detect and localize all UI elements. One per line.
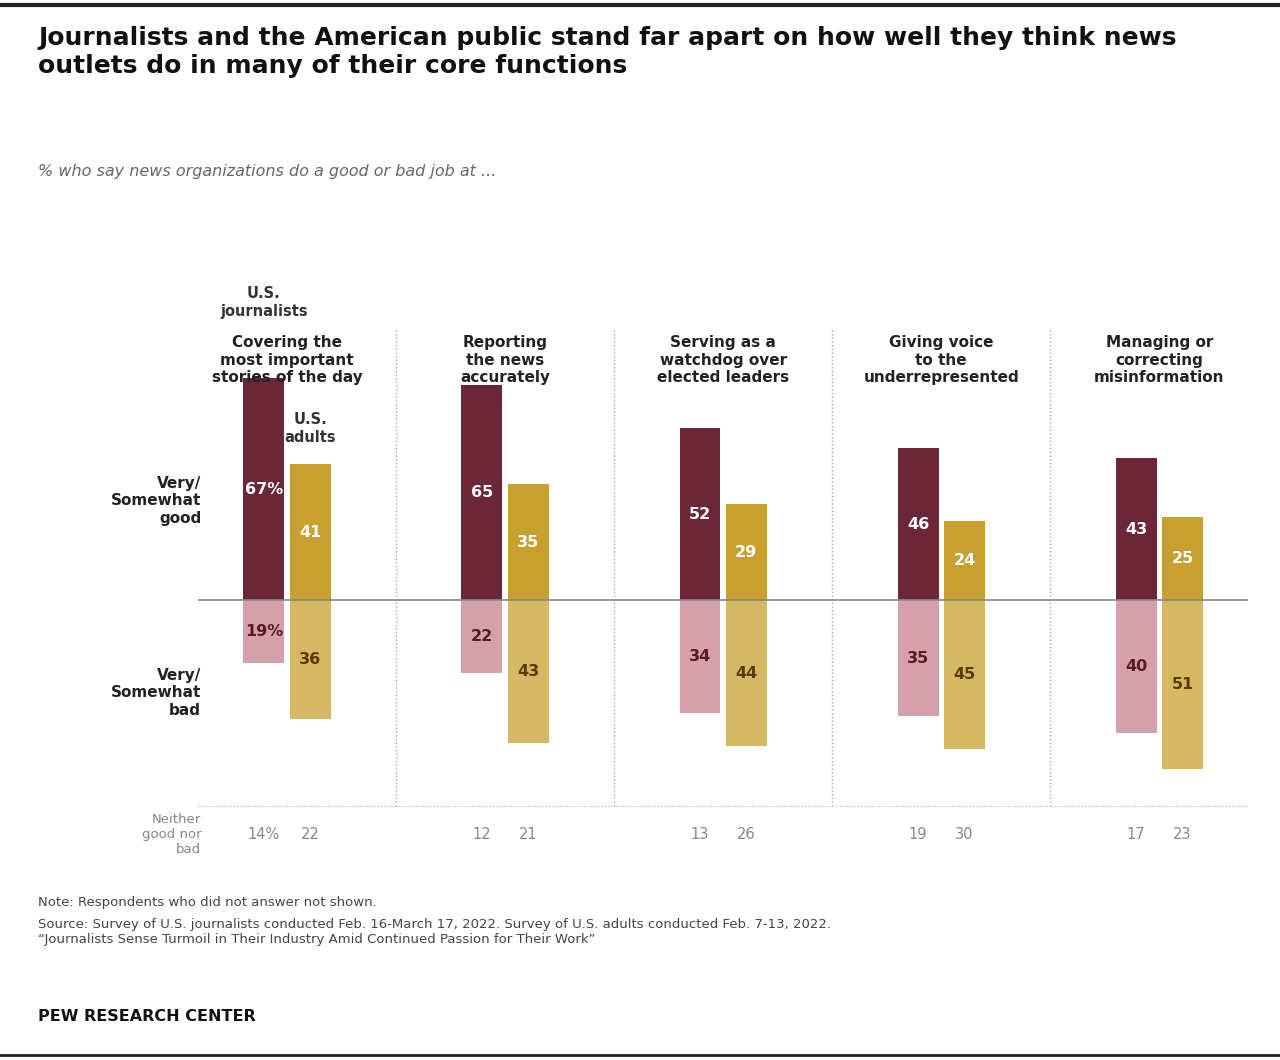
Bar <box>726 505 767 600</box>
Text: 21: 21 <box>518 827 538 843</box>
Text: 22: 22 <box>471 630 493 644</box>
Text: 26: 26 <box>737 827 755 843</box>
Text: 52: 52 <box>689 507 712 522</box>
Text: U.S.
journalists: U.S. journalists <box>220 286 307 319</box>
Text: Source: Survey of U.S. journalists conducted Feb. 16-March 17, 2022. Survey of U: Source: Survey of U.S. journalists condu… <box>38 918 832 946</box>
Bar <box>897 600 938 717</box>
Text: 17: 17 <box>1126 827 1146 843</box>
Text: % who say news organizations do a good or bad job at ...: % who say news organizations do a good o… <box>38 164 497 179</box>
Bar <box>726 600 767 746</box>
Text: 46: 46 <box>908 516 929 531</box>
Text: 36: 36 <box>300 652 321 668</box>
Text: 40: 40 <box>1125 659 1147 674</box>
Text: 43: 43 <box>1125 522 1147 536</box>
Bar <box>243 378 284 600</box>
Bar <box>289 464 330 600</box>
Bar <box>945 520 984 600</box>
Text: Journalists and the American public stand far apart on how well they think news
: Journalists and the American public stan… <box>38 26 1176 78</box>
Text: Reporting
the news
accurately: Reporting the news accurately <box>460 335 550 385</box>
Text: Neither
good nor
bad: Neither good nor bad <box>142 813 201 856</box>
Text: 35: 35 <box>517 534 539 550</box>
Bar <box>462 600 502 673</box>
Text: Serving as a
watchdog over
elected leaders: Serving as a watchdog over elected leade… <box>657 335 790 385</box>
Bar <box>680 428 721 600</box>
Text: Very/
Somewhat
bad: Very/ Somewhat bad <box>111 668 201 718</box>
Text: Note: Respondents who did not answer not shown.: Note: Respondents who did not answer not… <box>38 896 378 908</box>
Text: 67%: 67% <box>244 481 283 497</box>
Text: 19%: 19% <box>244 624 283 639</box>
Text: Managing or
correcting
misinformation: Managing or correcting misinformation <box>1094 335 1225 385</box>
Text: 44: 44 <box>735 666 758 681</box>
Text: 25: 25 <box>1171 551 1194 566</box>
Bar <box>508 484 549 600</box>
Bar <box>897 447 938 600</box>
Text: 14%: 14% <box>248 827 280 843</box>
Bar <box>289 600 330 720</box>
Text: 35: 35 <box>908 651 929 666</box>
Bar <box>1116 600 1157 732</box>
Text: Giving voice
to the
underrepresented: Giving voice to the underrepresented <box>864 335 1019 385</box>
Text: Very/
Somewhat
good: Very/ Somewhat good <box>111 476 201 526</box>
Text: 22: 22 <box>301 827 320 843</box>
Bar <box>243 600 284 664</box>
Text: 41: 41 <box>300 525 321 540</box>
Text: 43: 43 <box>517 664 539 679</box>
Text: 30: 30 <box>955 827 974 843</box>
Text: 29: 29 <box>735 545 758 560</box>
Text: U.S.
adults: U.S. adults <box>284 412 335 444</box>
Bar <box>945 600 984 749</box>
Text: PEW RESEARCH CENTER: PEW RESEARCH CENTER <box>38 1009 256 1024</box>
Text: 34: 34 <box>689 649 712 664</box>
Text: 12: 12 <box>472 827 492 843</box>
Text: 23: 23 <box>1174 827 1192 843</box>
Text: 24: 24 <box>954 553 975 568</box>
Text: 51: 51 <box>1171 677 1194 692</box>
Bar <box>1162 600 1203 770</box>
Bar <box>1162 517 1203 600</box>
Text: 65: 65 <box>471 485 493 500</box>
Text: Covering the
most important
stories of the day: Covering the most important stories of t… <box>211 335 362 385</box>
Bar <box>462 385 502 600</box>
Bar <box>508 600 549 743</box>
Text: 19: 19 <box>909 827 928 843</box>
Text: 45: 45 <box>954 667 975 683</box>
Bar <box>680 600 721 713</box>
Text: 13: 13 <box>691 827 709 843</box>
Bar <box>1116 458 1157 600</box>
